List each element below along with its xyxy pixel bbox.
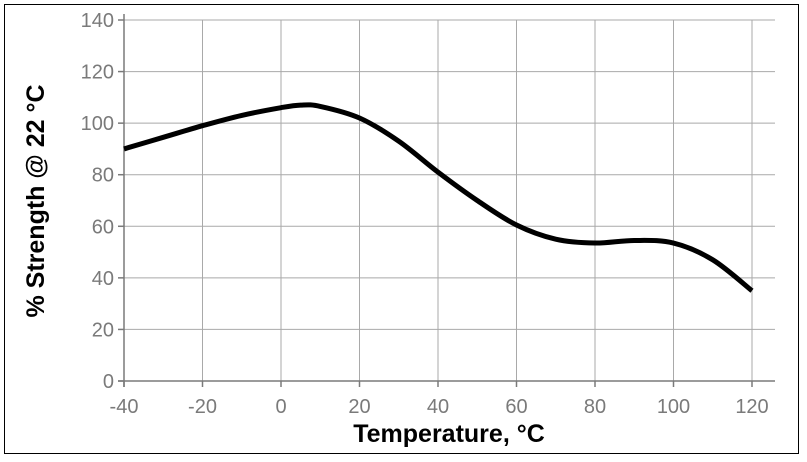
x-tick-label-1: -20 [188, 396, 217, 418]
x-tick-label-3: 20 [348, 396, 370, 418]
y-tick-label-4: 80 [92, 165, 114, 187]
tick-labels: 0 20 40 60 80 100 120 140 -40 -20 0 20 40 60 80 100 120 [81, 10, 769, 418]
x-axis-title: Temperature, °C [353, 420, 545, 448]
y-tick-label-7: 140 [81, 10, 114, 32]
series-line-0 [123, 102, 754, 293]
grid-lines [124, 19, 775, 381]
x-tick-label-0: -40 [110, 396, 139, 418]
y-tick-label-6: 120 [81, 62, 114, 84]
y-tick-label-5: 100 [81, 113, 114, 135]
data-series [123, 102, 754, 293]
x-tick-label-4: 40 [427, 396, 449, 418]
y-tick-label-2: 40 [92, 268, 114, 290]
x-tick-label-7: 100 [657, 396, 690, 418]
x-tick-label-2: 0 [275, 396, 286, 418]
y-tick-label-3: 60 [92, 216, 114, 238]
x-tick-label-5: 60 [505, 396, 527, 418]
y-axis-title: % Strength @ 22 °C [22, 84, 50, 317]
y-tick-label-1: 20 [92, 319, 114, 341]
x-tick-label-6: 80 [584, 396, 606, 418]
x-tick-label-8: 120 [735, 396, 768, 418]
y-tick-label-0: 0 [103, 371, 114, 393]
axes [118, 14, 775, 387]
chart-frame [4, 4, 799, 454]
